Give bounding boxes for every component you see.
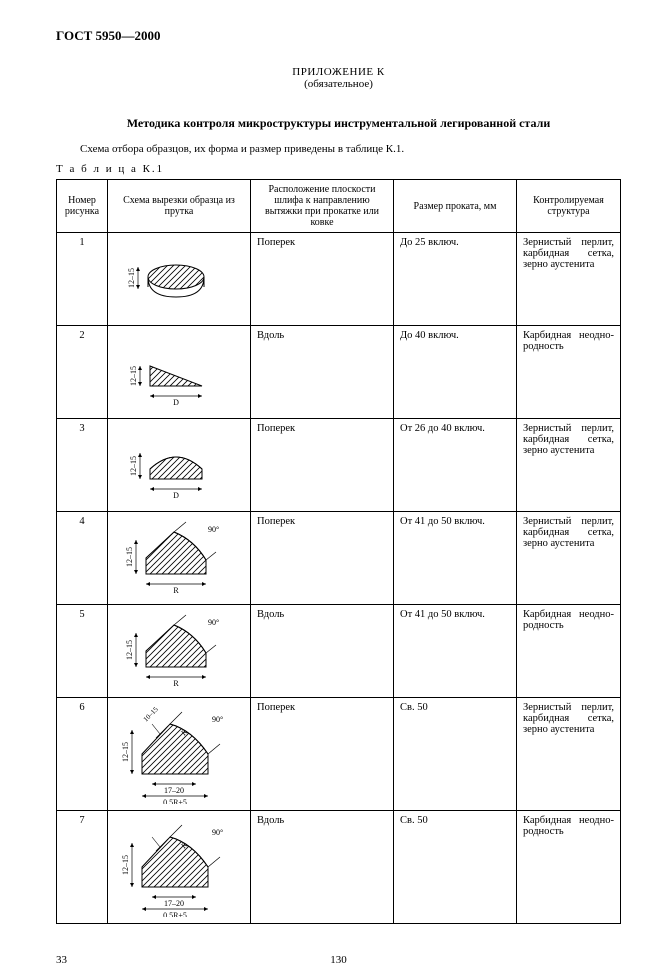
cell-num: 4: [57, 512, 108, 605]
cell-scheme: 90° R 12–15 17–20 0,5R±5: [108, 811, 251, 924]
cell-plane: Поперек: [251, 512, 394, 605]
cell-plane: Поперек: [251, 419, 394, 512]
page: ГОСТ 5950—2000 ПРИЛОЖЕНИЕ К (обязательно…: [0, 0, 661, 974]
col-header-scheme: Схема вырезки образца из прутка: [108, 180, 251, 233]
table-row: 2 12–15 D Вдоль До 40 включ. Карбидная н…: [57, 326, 621, 419]
cell-size: Св. 50: [394, 811, 517, 924]
cell-num: 7: [57, 811, 108, 924]
cell-scheme: 90° 12–15 R: [108, 605, 251, 698]
cell-scheme: 12–15: [108, 233, 251, 326]
table-row: 1 12–15 Поперек До 25 включ. Зернистый п…: [57, 233, 621, 326]
cell-size: До 25 включ.: [394, 233, 517, 326]
appendix-title: ПРИЛОЖЕНИЕ К: [56, 66, 621, 78]
table-row: 3 12–15 D Поперек От 26 до 40 включ. Зер…: [57, 419, 621, 512]
table-header-row: Номер рисунка Схема вырезки образца из п…: [57, 180, 621, 233]
svg-text:90°: 90°: [208, 618, 219, 627]
cell-size: От 41 до 50 включ.: [394, 512, 517, 605]
svg-text:12–15: 12–15: [129, 456, 138, 476]
svg-text:12–15: 12–15: [125, 640, 134, 660]
svg-text:90°: 90°: [212, 828, 223, 837]
data-table: Номер рисунка Схема вырезки образца из п…: [56, 179, 621, 924]
cell-struct: Зернистый перлит, карбидная сетка, зерно…: [517, 233, 621, 326]
scheme-diagram: 90° 12–15 R: [114, 516, 244, 600]
svg-text:12–15: 12–15: [125, 547, 134, 567]
cell-size: От 26 до 40 включ.: [394, 419, 517, 512]
gost-code: ГОСТ 5950—2000: [56, 28, 621, 44]
svg-text:17–20: 17–20: [164, 899, 184, 908]
cell-num: 2: [57, 326, 108, 419]
cell-size: До 40 включ.: [394, 326, 517, 419]
col-header-struct: Контролируемая структура: [517, 180, 621, 233]
cell-struct: Карбидная неодно­родность: [517, 605, 621, 698]
svg-text:10–15: 10–15: [142, 705, 160, 723]
intro-text: Схема отбора образцов, их форма и размер…: [56, 143, 621, 155]
col-header-plane: Расположение плоскости шлифа к направлен…: [251, 180, 394, 233]
svg-text:D: D: [173, 491, 179, 500]
svg-text:0,5R±5: 0,5R±5: [163, 911, 187, 917]
cell-struct: Зернистый перлит, карбидная сетка, зерно…: [517, 419, 621, 512]
svg-text:17–20: 17–20: [164, 786, 184, 795]
svg-text:12–15: 12–15: [127, 268, 136, 288]
scheme-diagram: 90° R 12–15 17–20 0,5R±5: [114, 815, 244, 919]
scheme-diagram: 12–15 D: [114, 423, 244, 507]
scheme-diagram: 90° 12–15 R: [114, 609, 244, 693]
cell-struct: Карбидная неодно­родность: [517, 811, 621, 924]
cell-struct: Зернистый перлит, карбидная сетка, зерно…: [517, 698, 621, 811]
cell-size: Св. 50: [394, 698, 517, 811]
section-title: Методика контроля микроструктуры инструм…: [56, 116, 621, 131]
svg-text:D: D: [173, 398, 179, 407]
col-header-num: Номер рисунка: [57, 180, 108, 233]
cell-plane: Поперек: [251, 698, 394, 811]
table-row: 5 90° 12–15 R Вдоль От 41 до 50 включ. К…: [57, 605, 621, 698]
scheme-diagram: 12–15: [114, 237, 244, 321]
table-row: 7 90° R 12–15 17–20 0,5R±5 Вдоль Св. 50 …: [57, 811, 621, 924]
svg-text:0,5R±5: 0,5R±5: [163, 798, 187, 804]
cell-num: 3: [57, 419, 108, 512]
cell-scheme: 12–15 D: [108, 419, 251, 512]
cell-num: 5: [57, 605, 108, 698]
svg-text:90°: 90°: [208, 525, 219, 534]
cell-struct: Карбидная неодно­родность: [517, 326, 621, 419]
svg-text:R: R: [173, 679, 179, 688]
svg-text:R: R: [173, 586, 179, 595]
col-header-size: Размер проката, мм: [394, 180, 517, 233]
cell-struct: Зернистый перлит, карбидная сетка, зерно…: [517, 512, 621, 605]
svg-text:12–15: 12–15: [121, 742, 130, 762]
cell-plane: Поперек: [251, 233, 394, 326]
cell-scheme: 90° 12–15 R: [108, 512, 251, 605]
table-label: Т а б л и ц а К.1: [56, 163, 621, 175]
appendix-note: (обязательное): [56, 78, 621, 90]
cell-num: 6: [57, 698, 108, 811]
table-row: 6 10–15 90° R 12–15 17–20 0,5R±5 Поперек…: [57, 698, 621, 811]
svg-text:12–15: 12–15: [121, 855, 130, 875]
cell-plane: Вдоль: [251, 605, 394, 698]
cell-scheme: 12–15 D: [108, 326, 251, 419]
page-number-left: 33: [56, 954, 67, 966]
cell-plane: Вдоль: [251, 326, 394, 419]
scheme-diagram: 12–15 D: [114, 330, 244, 414]
svg-text:90°: 90°: [212, 715, 223, 724]
svg-text:12–15: 12–15: [129, 366, 138, 386]
cell-size: От 41 до 50 включ.: [394, 605, 517, 698]
cell-plane: Вдоль: [251, 811, 394, 924]
scheme-diagram: 10–15 90° R 12–15 17–20 0,5R±5: [114, 702, 244, 806]
page-number-center: 130: [330, 954, 347, 966]
cell-num: 1: [57, 233, 108, 326]
table-row: 4 90° 12–15 R Поперек От 41 до 50 включ.…: [57, 512, 621, 605]
cell-scheme: 10–15 90° R 12–15 17–20 0,5R±5: [108, 698, 251, 811]
